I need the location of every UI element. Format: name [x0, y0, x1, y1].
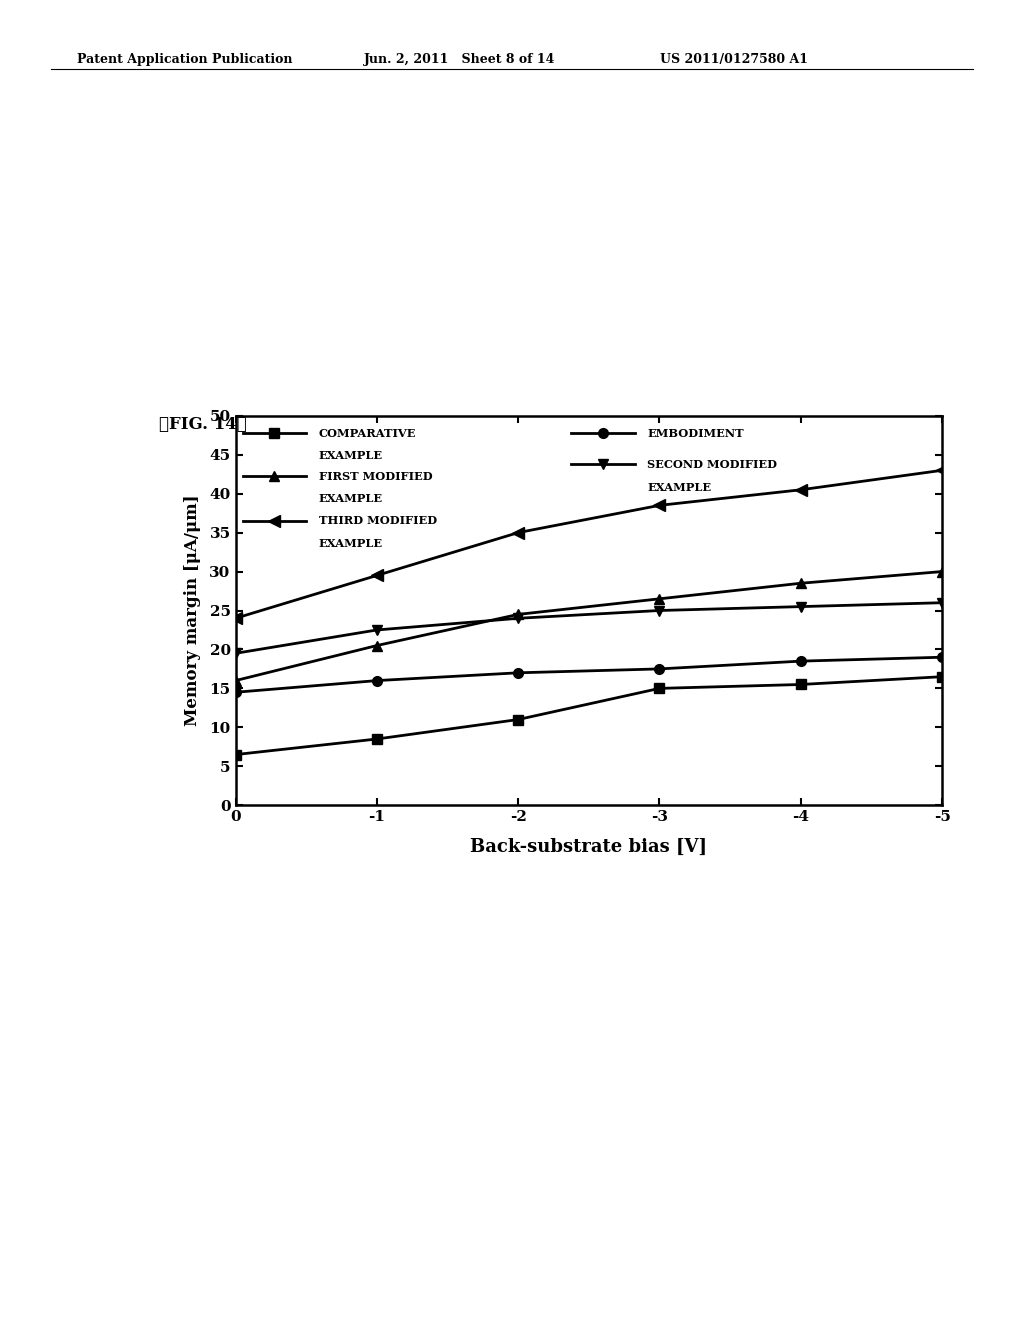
- Y-axis label: Memory margin [μA/μm]: Memory margin [μA/μm]: [184, 495, 201, 726]
- Text: EXAMPLE: EXAMPLE: [318, 450, 383, 462]
- X-axis label: Back-substrate bias [V]: Back-substrate bias [V]: [470, 838, 708, 855]
- Text: EMBODIMENT: EMBODIMENT: [647, 428, 744, 438]
- Text: EXAMPLE: EXAMPLE: [318, 494, 383, 504]
- Text: US 2011/0127580 A1: US 2011/0127580 A1: [660, 53, 809, 66]
- Text: Patent Application Publication: Patent Application Publication: [77, 53, 292, 66]
- Text: SECOND MODIFIED: SECOND MODIFIED: [647, 459, 777, 470]
- Text: COMPARATIVE: COMPARATIVE: [318, 428, 417, 438]
- Text: EXAMPLE: EXAMPLE: [318, 539, 383, 549]
- Text: 』FIG. 14『: 』FIG. 14『: [159, 416, 247, 433]
- Text: FIRST MODIFIED: FIRST MODIFIED: [318, 471, 432, 482]
- Text: EXAMPLE: EXAMPLE: [647, 482, 712, 492]
- Text: THIRD MODIFIED: THIRD MODIFIED: [318, 515, 437, 527]
- Text: Jun. 2, 2011   Sheet 8 of 14: Jun. 2, 2011 Sheet 8 of 14: [364, 53, 555, 66]
